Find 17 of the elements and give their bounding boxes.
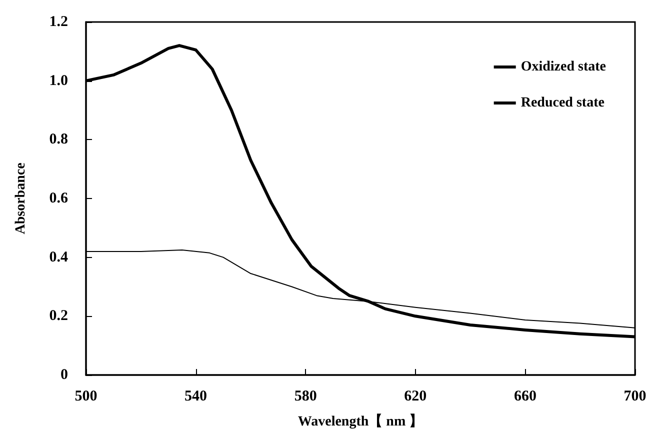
x-tick-label: 620 [404,388,427,404]
x-tick-label: 500 [74,388,98,404]
legend-label: Reduced state [520,96,604,110]
y-tick-label: 0.8 [49,132,68,148]
y-tick-label: 1.0 [49,72,68,89]
x-axis-title: Wavelength【 nm 】 [298,414,424,430]
y-tick-label: 0.2 [49,308,68,324]
x-tick-label: 540 [184,388,208,404]
x-tick-label: 580 [294,388,317,404]
legend-label: Oxidized state [520,60,606,74]
x-tick-label: 660 [514,388,536,404]
y-tick-label: 1.2 [49,14,68,30]
y-tick-label: 0.6 [49,190,68,206]
y-tick-label: 0.4 [49,249,68,266]
x-tick-label: 700 [624,388,646,404]
y-tick-label: 0 [60,367,68,383]
y-axis-title: Absorbance [14,162,28,234]
